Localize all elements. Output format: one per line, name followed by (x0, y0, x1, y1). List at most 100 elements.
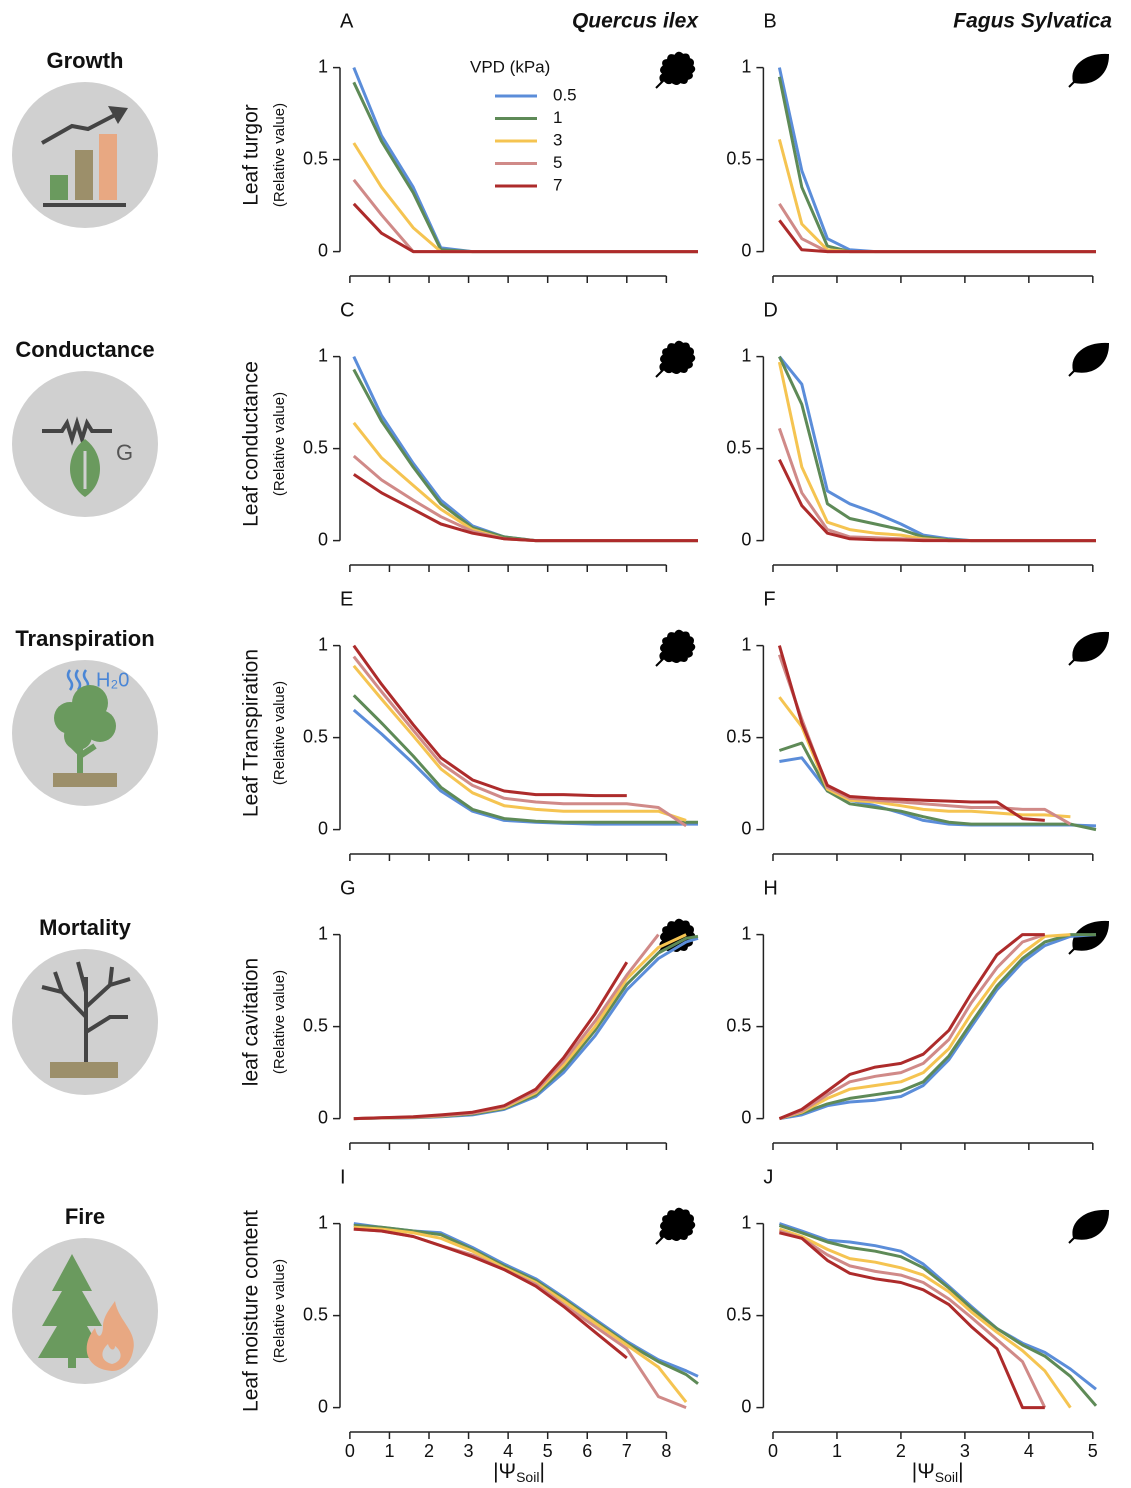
series-line (778, 1223, 1098, 1407)
x-tick-label: 8 (661, 1441, 671, 1461)
icon-text: G (116, 440, 133, 465)
panel-letter: C (340, 299, 354, 321)
series-line (777, 361, 1096, 543)
species-title: Fagus Sylvatica (953, 10, 1112, 33)
series-line (352, 473, 698, 543)
panel: B Fagus Sylvatica 0 0.5 1 (726, 10, 1112, 283)
series-line (777, 76, 1096, 254)
series-line (352, 644, 627, 798)
y-axis-label: Leaf moisture content (240, 1210, 263, 1412)
series-line (352, 355, 698, 543)
y-tick-label: 0.5 (726, 1304, 751, 1324)
y-tick-label: 0.5 (303, 1304, 328, 1324)
x-label-end: | (539, 1460, 544, 1483)
series-line (779, 1231, 1045, 1410)
y-tick-label: 0.5 (726, 1015, 751, 1035)
series-line (779, 933, 1097, 1121)
y-axis-label: Leaf conductance (240, 361, 263, 527)
leaf-icon (655, 51, 696, 89)
panel-letter: D (763, 299, 777, 321)
series-line (778, 458, 1096, 543)
series-line (352, 694, 698, 824)
y-tick-label: 1 (741, 923, 751, 943)
y-axis-label-sub: (Relative value) (271, 1259, 288, 1363)
icon-fire: Fire (12, 1204, 158, 1384)
panel: C 0 0.5 1 Leaf conductance (Relative value) (240, 299, 698, 572)
panel-letter: B (763, 10, 776, 32)
y-tick-label: 0.5 (726, 148, 751, 168)
x-tick-label: 3 (960, 1441, 970, 1461)
panel-letter: E (340, 588, 353, 610)
series-line (353, 934, 699, 1121)
y-axis-label: Leaf Transpiration (240, 649, 263, 817)
icon-text: H₂0 (96, 669, 129, 691)
y-axis-label-sub: (Relative value) (271, 103, 288, 207)
x-axis-label: |ΨSoil| (912, 1460, 964, 1485)
y-tick-label: 0 (318, 1107, 328, 1127)
panel-letter: J (763, 1166, 773, 1188)
series-line (778, 219, 1096, 254)
series-line (778, 1222, 1097, 1391)
panel: E 0 0.5 1 Leaf Transpiration (Relative value) (240, 588, 698, 861)
x-tick-label: 0 (345, 1441, 355, 1461)
y-tick-label: 0 (741, 1107, 751, 1127)
legend-label: 5 (553, 153, 562, 172)
y-tick-label: 1 (318, 923, 328, 943)
icon-label: Transpiration (15, 626, 154, 651)
series-line (353, 1223, 699, 1385)
icon-label: Fire (65, 1204, 105, 1229)
panel: F 0 0.5 1 (726, 588, 1110, 861)
series-line (778, 933, 1071, 1121)
y-tick-label: 0 (318, 818, 328, 838)
panel: D 0 0.5 1 (726, 299, 1110, 572)
x-tick-label: 2 (424, 1441, 434, 1461)
series-line (352, 81, 698, 254)
x-tick-label: 2 (896, 1441, 906, 1461)
panel: H 0 0.5 1 (726, 877, 1110, 1150)
series-line (778, 355, 1096, 543)
panel-letter: G (340, 877, 356, 899)
panel-letter: I (340, 1166, 346, 1188)
y-tick-label: 0.5 (726, 437, 751, 457)
y-tick-label: 0.5 (303, 1015, 328, 1035)
series-line (352, 454, 698, 543)
x-tick-label: 5 (1088, 1441, 1098, 1461)
series-line (777, 67, 1096, 254)
y-tick-label: 0.5 (726, 726, 751, 746)
series-line (778, 933, 1045, 1120)
panel-letter: H (763, 877, 777, 899)
x-label-sub: Soil (516, 1469, 539, 1485)
leaf-icon (1068, 631, 1110, 666)
series-line (352, 664, 687, 822)
series-line (778, 696, 1071, 819)
icon-label: Growth (47, 48, 124, 73)
series-line (353, 1227, 687, 1409)
leaf-icon (655, 1207, 696, 1245)
y-tick-label: 1 (318, 345, 328, 365)
y-axis-label: leaf cavitation (240, 958, 263, 1086)
y-tick-label: 0 (318, 240, 328, 260)
x-tick-label: 6 (582, 1441, 592, 1461)
x-tick-label: 0 (768, 1441, 778, 1461)
x-tick-label: 4 (1024, 1441, 1034, 1461)
x-label-sub: Soil (935, 1469, 958, 1485)
y-tick-label: 0.5 (303, 726, 328, 746)
series-line (353, 1227, 628, 1360)
series-line (778, 1229, 1047, 1409)
panel: I 0 0.5 1 0 1 2 3 4 5 6 7 8 |ΨSoil| Leaf moisture cont… (240, 1166, 699, 1485)
series-line (352, 421, 698, 543)
x-axis-label: |ΨSoil| (493, 1460, 545, 1485)
x-label-main: |Ψ (912, 1460, 935, 1483)
series-line (353, 933, 660, 1121)
panel: A Quercus ilex 0 0.5 1 Leaf turgor (Relative v… (240, 10, 699, 283)
icon-transpiration: Transpiration H₂0 (12, 626, 158, 806)
series-line (778, 355, 1096, 543)
x-tick-label: 4 (503, 1441, 513, 1461)
y-tick-label: 1 (741, 634, 751, 654)
series-line (353, 1225, 688, 1404)
legend-label: 7 (553, 175, 562, 194)
series-line (778, 741, 1097, 832)
legend-label: 0.5 (553, 85, 577, 104)
y-tick-label: 1 (318, 1212, 328, 1232)
